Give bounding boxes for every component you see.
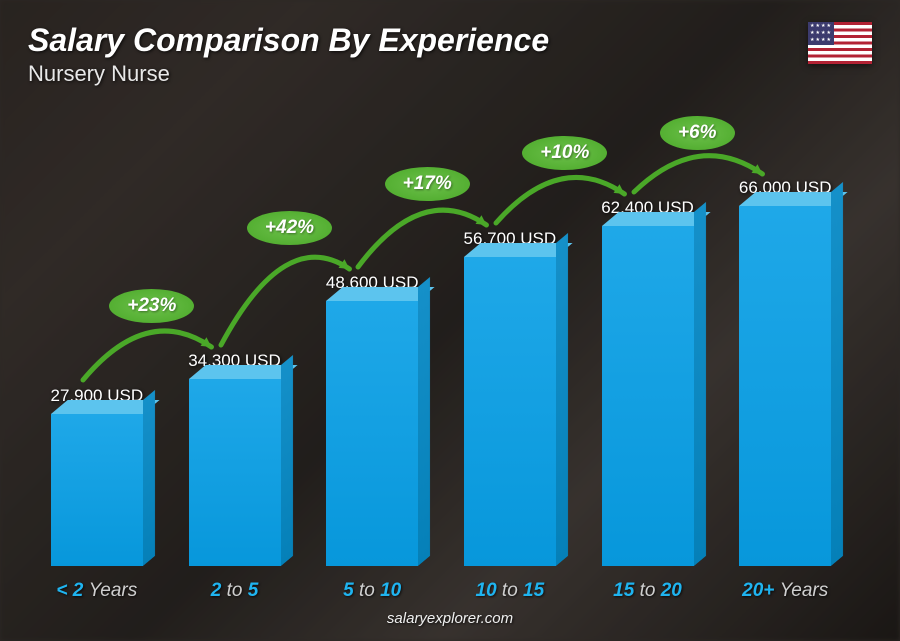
percent-increase-badge: +42% (247, 211, 332, 245)
bar-front-face (51, 414, 143, 566)
bar-front-face (326, 301, 418, 566)
page-title: Salary Comparison By Experience (28, 22, 808, 59)
bar-category-label: 10 to 15 (476, 580, 545, 602)
bars-container: 27,900 USD< 2 Years34,300 USD2 to 548,60… (28, 97, 854, 602)
bar-front-face (602, 226, 694, 566)
bar-side-face (281, 355, 293, 566)
percent-increase-badge: +23% (109, 289, 194, 323)
bar (51, 414, 143, 566)
content-root: Salary Comparison By Experience Nursery … (0, 0, 900, 641)
bar-slot: 56,700 USD10 to 15 (441, 97, 579, 602)
bar-front-face (189, 379, 281, 566)
bar-side-face (143, 390, 155, 566)
chart-area: Average Yearly Salary 27,900 USD< 2 Year… (28, 97, 872, 602)
percent-increase-badge: +10% (522, 136, 607, 170)
bar-category-label: 20+ Years (742, 580, 828, 602)
bar-side-face (694, 202, 706, 566)
bar (464, 257, 556, 566)
bar-front-face (739, 206, 831, 566)
bar-slot: 66,000 USD20+ Years (716, 97, 854, 602)
bar-side-face (831, 182, 843, 566)
bar-category-label: 2 to 5 (211, 580, 259, 602)
percent-increase-badge: +6% (660, 116, 735, 150)
bar-category-label: 5 to 10 (343, 580, 401, 602)
percent-increase-badge: +17% (385, 167, 470, 201)
bar (739, 206, 831, 566)
bar-category-label: < 2 Years (56, 580, 137, 602)
bar (189, 379, 281, 566)
header: Salary Comparison By Experience Nursery … (28, 22, 872, 87)
bar-slot: 62,400 USD15 to 20 (579, 97, 717, 602)
footer-attribution: salaryexplorer.com (28, 602, 872, 627)
bar-front-face (464, 257, 556, 566)
bar-side-face (556, 233, 568, 566)
title-block: Salary Comparison By Experience Nursery … (28, 22, 808, 87)
page-subtitle: Nursery Nurse (28, 61, 808, 87)
bar-side-face (418, 277, 430, 566)
bar-slot: 34,300 USD2 to 5 (166, 97, 304, 602)
bar-slot: 27,900 USD< 2 Years (28, 97, 166, 602)
bar-category-label: 15 to 20 (613, 580, 682, 602)
country-flag-icon (808, 22, 872, 64)
bar (602, 226, 694, 566)
bar (326, 301, 418, 566)
